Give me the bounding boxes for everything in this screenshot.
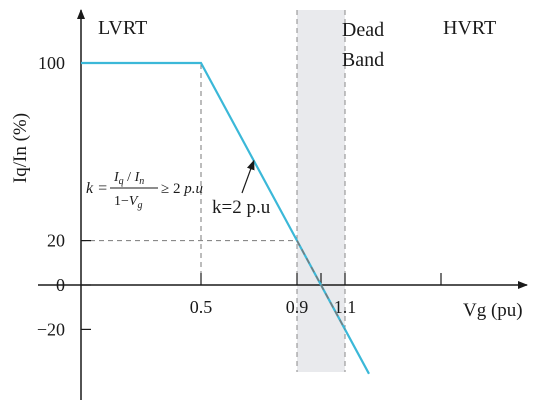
annotation-arrow — [241, 159, 255, 194]
hvrt-label: HVRT — [443, 17, 496, 39]
svg-text:1−Vg: 1−Vg — [114, 194, 142, 211]
lvrt-label: LVRT — [98, 17, 147, 39]
y-axis-label: Iq/In (%) — [10, 113, 31, 183]
dead-band-label-line2: Band — [342, 49, 384, 71]
formula-rhs: ≥ 2 — [161, 181, 184, 197]
x-tick-label-0: 0.5 — [190, 297, 213, 317]
y-tick-label-1: 20 — [47, 231, 65, 251]
svg-text:≥ 2 p.u: ≥ 2 p.u — [161, 181, 203, 197]
y-tick-label-0: 100 — [38, 53, 65, 73]
y-tick-label-2: 0 — [56, 275, 65, 295]
formula-lhs: k = — [86, 180, 108, 197]
formula-num-n: n — [139, 176, 144, 187]
formula-num-q: q — [119, 176, 124, 187]
formula-den-v: V — [129, 194, 139, 209]
x-tick-label-2: 1.1 — [334, 297, 357, 317]
formula-rhs-unit: p.u — [183, 181, 203, 197]
series-dashed-extension — [296, 240, 346, 330]
formula-num-in: I — [134, 170, 141, 185]
x-axis-label: Vg (pu) — [463, 300, 523, 321]
x-ticks: 0.5 0.9 1.1 — [190, 273, 442, 317]
dead-band-region — [297, 10, 345, 372]
y-ticks: 100 20 0 −20 — [37, 53, 91, 339]
y-tick-label-3: −20 — [37, 319, 65, 339]
svg-text:k =: k = — [86, 180, 108, 197]
formula-den-g: g — [137, 200, 142, 211]
series-points — [80, 62, 370, 374]
slope-annotation: k=2 p.u — [212, 197, 271, 218]
formula-num-slash: / — [124, 170, 135, 185]
formula-den-one: 1− — [114, 194, 129, 209]
slope-formula: k = Iq / In 1−Vg ≥ 2 p.u — [86, 170, 203, 211]
formula-num-i: I — [113, 170, 120, 185]
dead-band-label-line1: Dead — [342, 19, 384, 41]
x-tick-label-1: 0.9 — [286, 297, 309, 317]
svg-text:Iq / In: Iq / In — [113, 170, 144, 187]
